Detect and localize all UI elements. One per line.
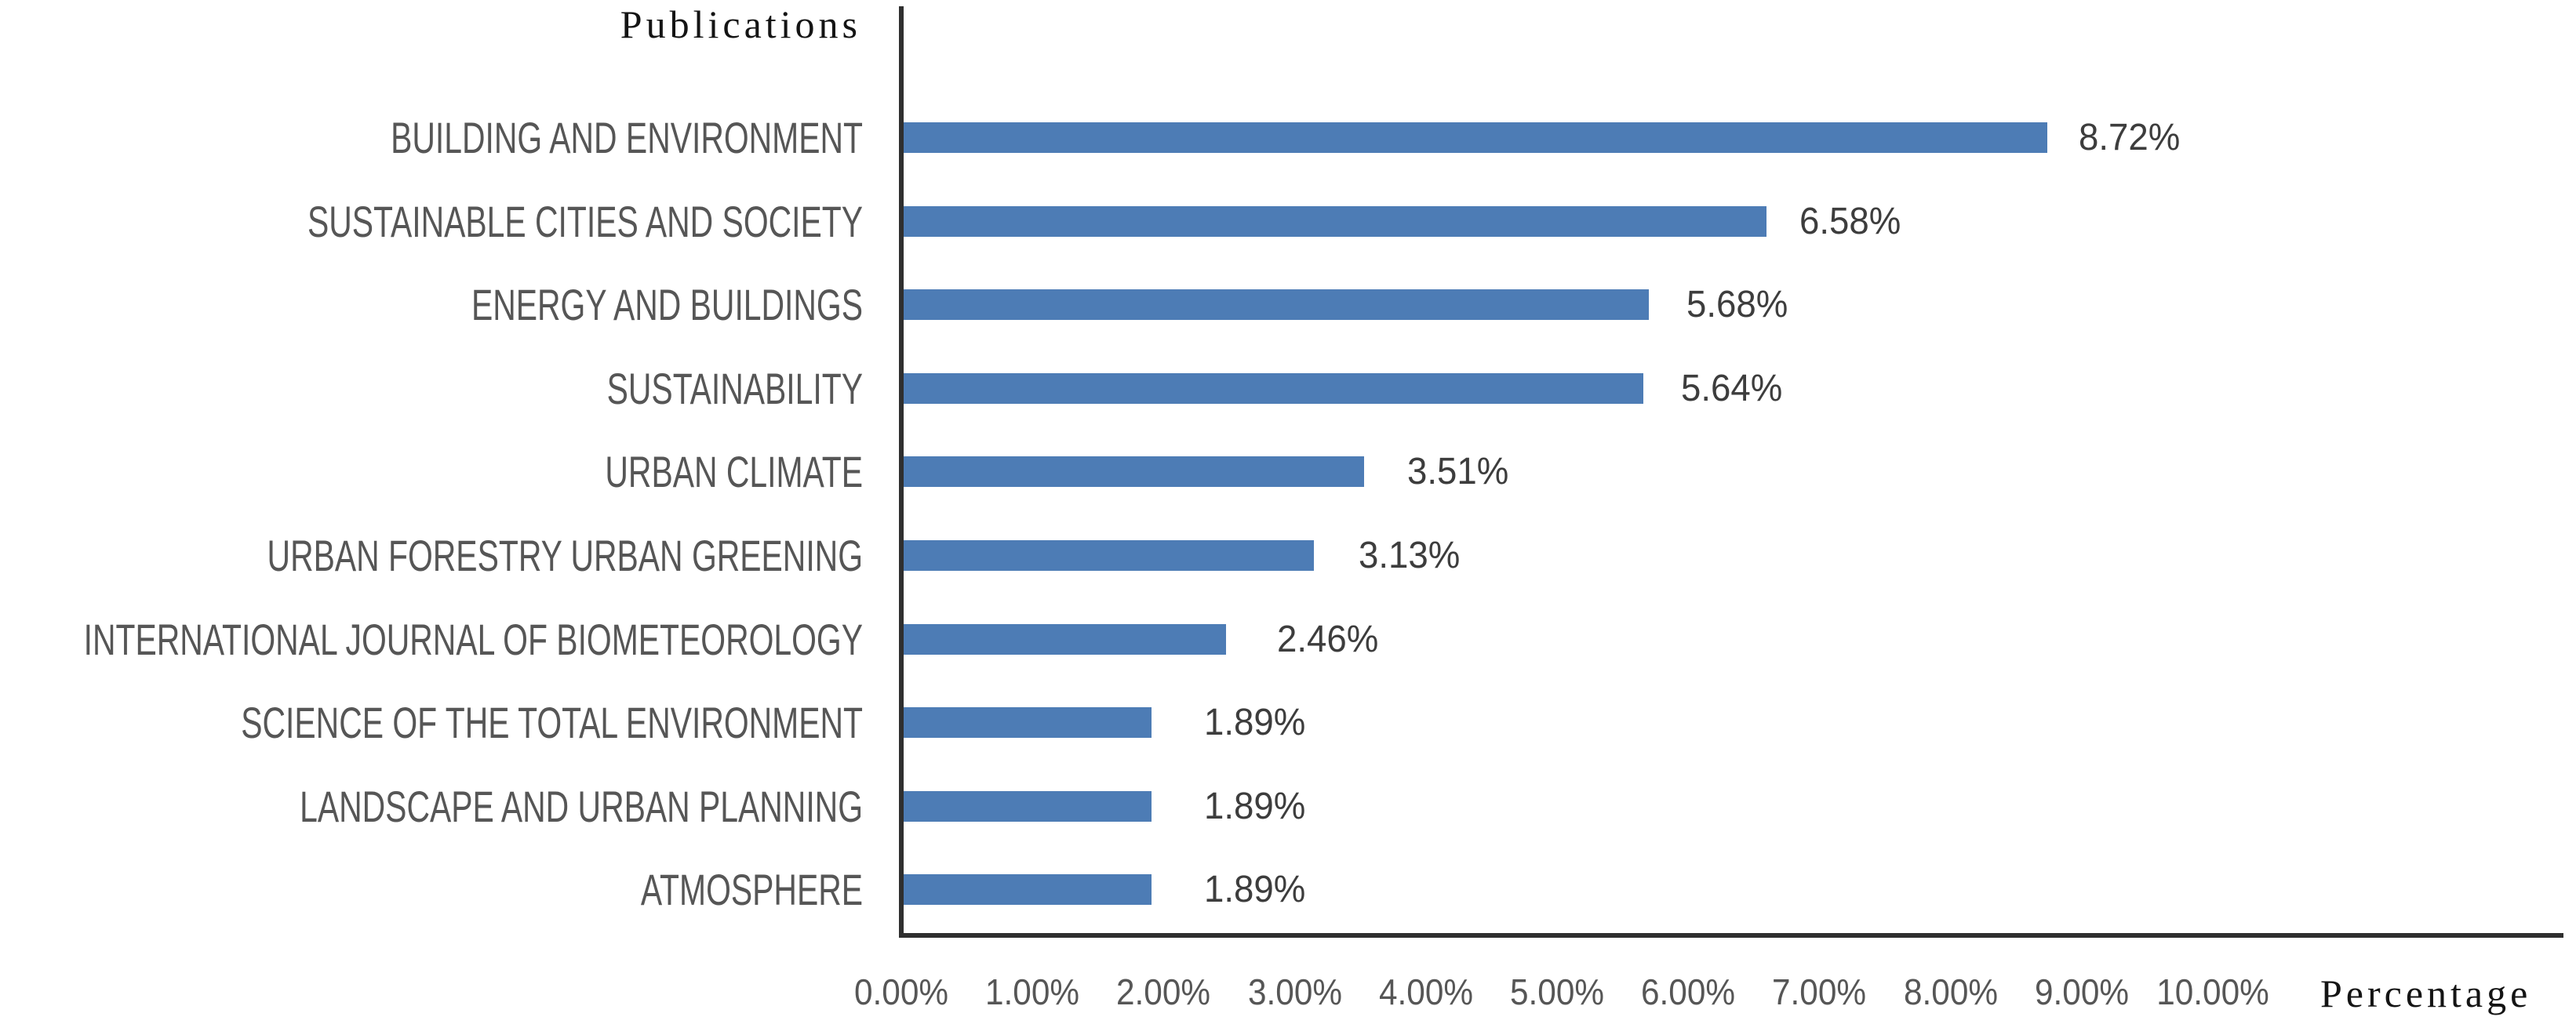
x-axis-tick-label: 2.00% [1115,971,1211,1012]
bar [904,373,1643,404]
bar [904,707,1152,738]
bar [904,289,1649,320]
bar [904,122,2047,153]
bar-value-label: 1.89% [1204,702,1306,743]
bar [904,456,1364,487]
bar [904,624,1226,655]
bar-value-label: 2.46% [1277,619,1379,660]
category-label: SUSTAINABLE CITIES AND SOCIETY [307,197,863,246]
bar [904,206,1766,237]
bar-value-label: 5.64% [1681,368,1783,409]
bar-value-label: 1.89% [1204,869,1306,910]
chart-title: Publications [620,2,861,46]
bar [904,540,1314,571]
x-axis-tick-label: 4.00% [1378,971,1474,1012]
bar-value-label: 6.58% [1799,201,1901,242]
category-label: BUILDING AND ENVIRONMENT [391,113,863,162]
bar [904,874,1152,905]
bar [904,791,1152,822]
x-axis-tick-label: 5.00% [1509,971,1605,1012]
category-label: SUSTAINABILITY [606,364,863,413]
y-axis-line [899,6,904,938]
category-label: LANDSCAPE AND URBAN PLANNING [300,782,864,831]
category-label: ATMOSPHERE [640,865,863,914]
category-label: INTERNATIONAL JOURNAL OF BIOMETEOROLOGY [83,615,863,664]
x-axis-tick-label: 8.00% [1903,971,1999,1012]
x-axis-line [899,933,2563,938]
x-axis-tick-label: 1.00% [984,971,1080,1012]
x-axis-tick-label: 10.00% [2156,971,2269,1012]
bar-value-label: 3.13% [1359,535,1461,576]
bar-value-label: 5.68% [1686,284,1788,325]
bar-value-label: 8.72% [2079,117,2181,158]
x-axis-tick-label: 3.00% [1247,971,1343,1012]
x-axis-tick-label: 7.00% [1771,971,1867,1012]
x-axis-tick-label: 9.00% [2034,971,2130,1012]
category-label: URBAN FORESTRY URBAN GREENING [267,531,863,580]
x-axis-title: Percentage [2320,971,2532,1015]
category-label: SCIENCE OF THE TOTAL ENVIRONMENT [241,698,863,747]
x-axis-tick-label: 0.00% [853,971,949,1012]
bar-value-label: 1.89% [1204,786,1306,827]
bar-value-label: 3.51% [1407,451,1509,492]
category-label: URBAN CLIMATE [605,447,863,496]
category-label: ENERGY AND BUILDINGS [471,280,863,329]
x-axis-tick-label: 6.00% [1640,971,1736,1012]
